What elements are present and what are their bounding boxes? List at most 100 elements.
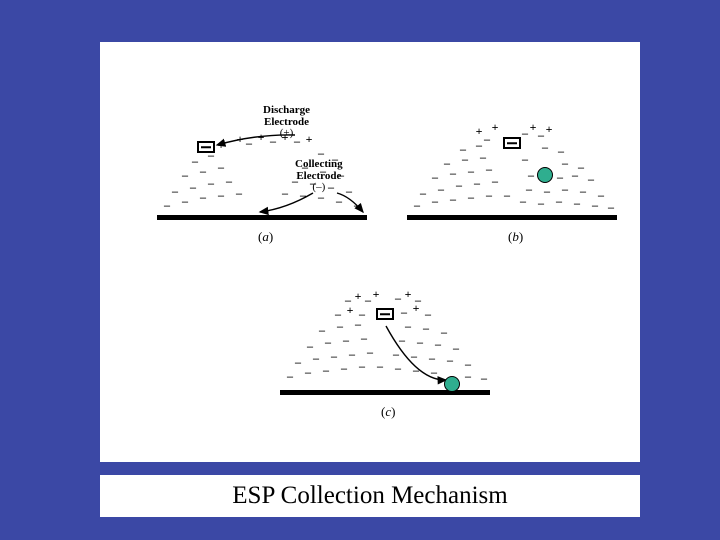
ion-negative: –: [544, 185, 550, 197]
ion-negative: –: [562, 157, 568, 169]
ion-negative: –: [349, 348, 355, 360]
ion-negative: –: [414, 199, 420, 211]
ion-negative: –: [365, 294, 371, 306]
ion-negative: –: [578, 161, 584, 173]
ion-negative: –: [592, 199, 598, 211]
ion-negative: –: [504, 189, 510, 201]
ion-negative: –: [562, 183, 568, 195]
ion-negative: –: [447, 354, 453, 366]
ion-negative: –: [528, 169, 534, 181]
ion-negative: –: [343, 334, 349, 346]
ion-negative: –: [236, 187, 242, 199]
ion-negative: –: [572, 169, 578, 181]
ion-positive: +: [492, 121, 499, 133]
ion-negative: –: [226, 175, 232, 187]
discharge-electrode-icon: [503, 137, 521, 149]
ion-negative: –: [395, 292, 401, 304]
ion-negative: –: [367, 346, 373, 358]
ion-positive: +: [237, 133, 244, 145]
ion-negative: –: [420, 187, 426, 199]
ion-negative: –: [336, 195, 342, 207]
ion-negative: –: [337, 320, 343, 332]
ion-negative: –: [465, 370, 471, 382]
label-collecting-electrode: CollectingElectrode(–): [295, 159, 343, 194]
ion-negative: –: [453, 342, 459, 354]
ion-negative: –: [401, 306, 407, 318]
diagram-panel: ++–+–+–+––––––––––––––––––––––––––––aDis…: [100, 42, 640, 462]
ion-negative: –: [431, 366, 437, 378]
ion-negative: –: [580, 185, 586, 197]
ion-negative: –: [574, 197, 580, 209]
subdiagram-a: ++–+–+–+––––––––––––––––––––––––––––aDis…: [145, 97, 375, 247]
ion-positive: +: [476, 125, 483, 137]
ion-negative: –: [526, 183, 532, 195]
ion-negative: –: [395, 362, 401, 374]
ion-negative: –: [556, 195, 562, 207]
sublabel-a: a: [258, 229, 273, 245]
sublabel-c: c: [381, 404, 395, 420]
collecting-plate: [280, 390, 490, 395]
ion-negative: –: [492, 175, 498, 187]
ion-positive: +: [546, 123, 553, 135]
ion-negative: –: [417, 336, 423, 348]
ion-positive: +: [218, 139, 225, 151]
ion-negative: –: [405, 320, 411, 332]
ion-negative: –: [520, 195, 526, 207]
collecting-plate: [157, 215, 367, 220]
ion-negative: –: [435, 338, 441, 350]
caption-text: ESP Collection Mechanism: [232, 482, 507, 510]
ion-positive: +: [347, 304, 354, 316]
ion-negative: –: [361, 332, 367, 344]
ion-negative: –: [474, 177, 480, 189]
ion-negative: –: [377, 360, 383, 372]
ion-negative: –: [164, 199, 170, 211]
ion-positive: +: [413, 302, 420, 314]
ion-negative: –: [481, 372, 487, 384]
ion-negative: –: [429, 352, 435, 364]
ion-negative: –: [323, 364, 329, 376]
ion-negative: –: [246, 137, 252, 149]
caption: ESP Collection Mechanism: [100, 475, 640, 517]
ion-negative: –: [486, 189, 492, 201]
ion-negative: –: [192, 155, 198, 167]
ion-negative: –: [287, 370, 293, 382]
ion-negative: –: [425, 308, 431, 320]
ion-positive: +: [355, 290, 362, 302]
ion-negative: –: [542, 141, 548, 153]
ion-negative: –: [522, 153, 528, 165]
ion-negative: –: [484, 133, 490, 145]
ion-negative: –: [305, 366, 311, 378]
particle-icon: [444, 376, 460, 392]
ion-negative: –: [200, 191, 206, 203]
collecting-plate: [407, 215, 617, 220]
discharge-electrode-icon: [376, 308, 394, 320]
ion-negative: –: [331, 350, 337, 362]
ion-negative: –: [190, 181, 196, 193]
ion-negative: –: [468, 191, 474, 203]
ion-negative: –: [413, 364, 419, 376]
particle-icon: [537, 167, 553, 183]
ion-negative: –: [218, 161, 224, 173]
ion-negative: –: [182, 195, 188, 207]
ion-negative: –: [313, 352, 319, 364]
ion-negative: –: [359, 360, 365, 372]
ion-negative: –: [208, 149, 214, 161]
label-discharge-electrode: DischargeElectrode(+): [263, 105, 310, 140]
ion-negative: –: [341, 362, 347, 374]
ion-negative: –: [393, 348, 399, 360]
ion-negative: –: [538, 197, 544, 209]
ion-negative: –: [295, 356, 301, 368]
sublabel-b: b: [508, 229, 523, 245]
ion-negative: –: [282, 187, 288, 199]
ion-negative: –: [411, 350, 417, 362]
ion-negative: –: [399, 334, 405, 346]
ion-negative: –: [355, 318, 361, 330]
subdiagram-c: –+–+–+––+––+––––––––––––––––––––––––––––…: [268, 272, 498, 422]
ion-positive: +: [530, 121, 537, 133]
ion-negative: –: [450, 193, 456, 205]
ion-negative: –: [208, 177, 214, 189]
ion-negative: –: [423, 322, 429, 334]
ion-negative: –: [438, 183, 444, 195]
ion-positive: +: [405, 288, 412, 300]
ion-negative: –: [522, 127, 528, 139]
